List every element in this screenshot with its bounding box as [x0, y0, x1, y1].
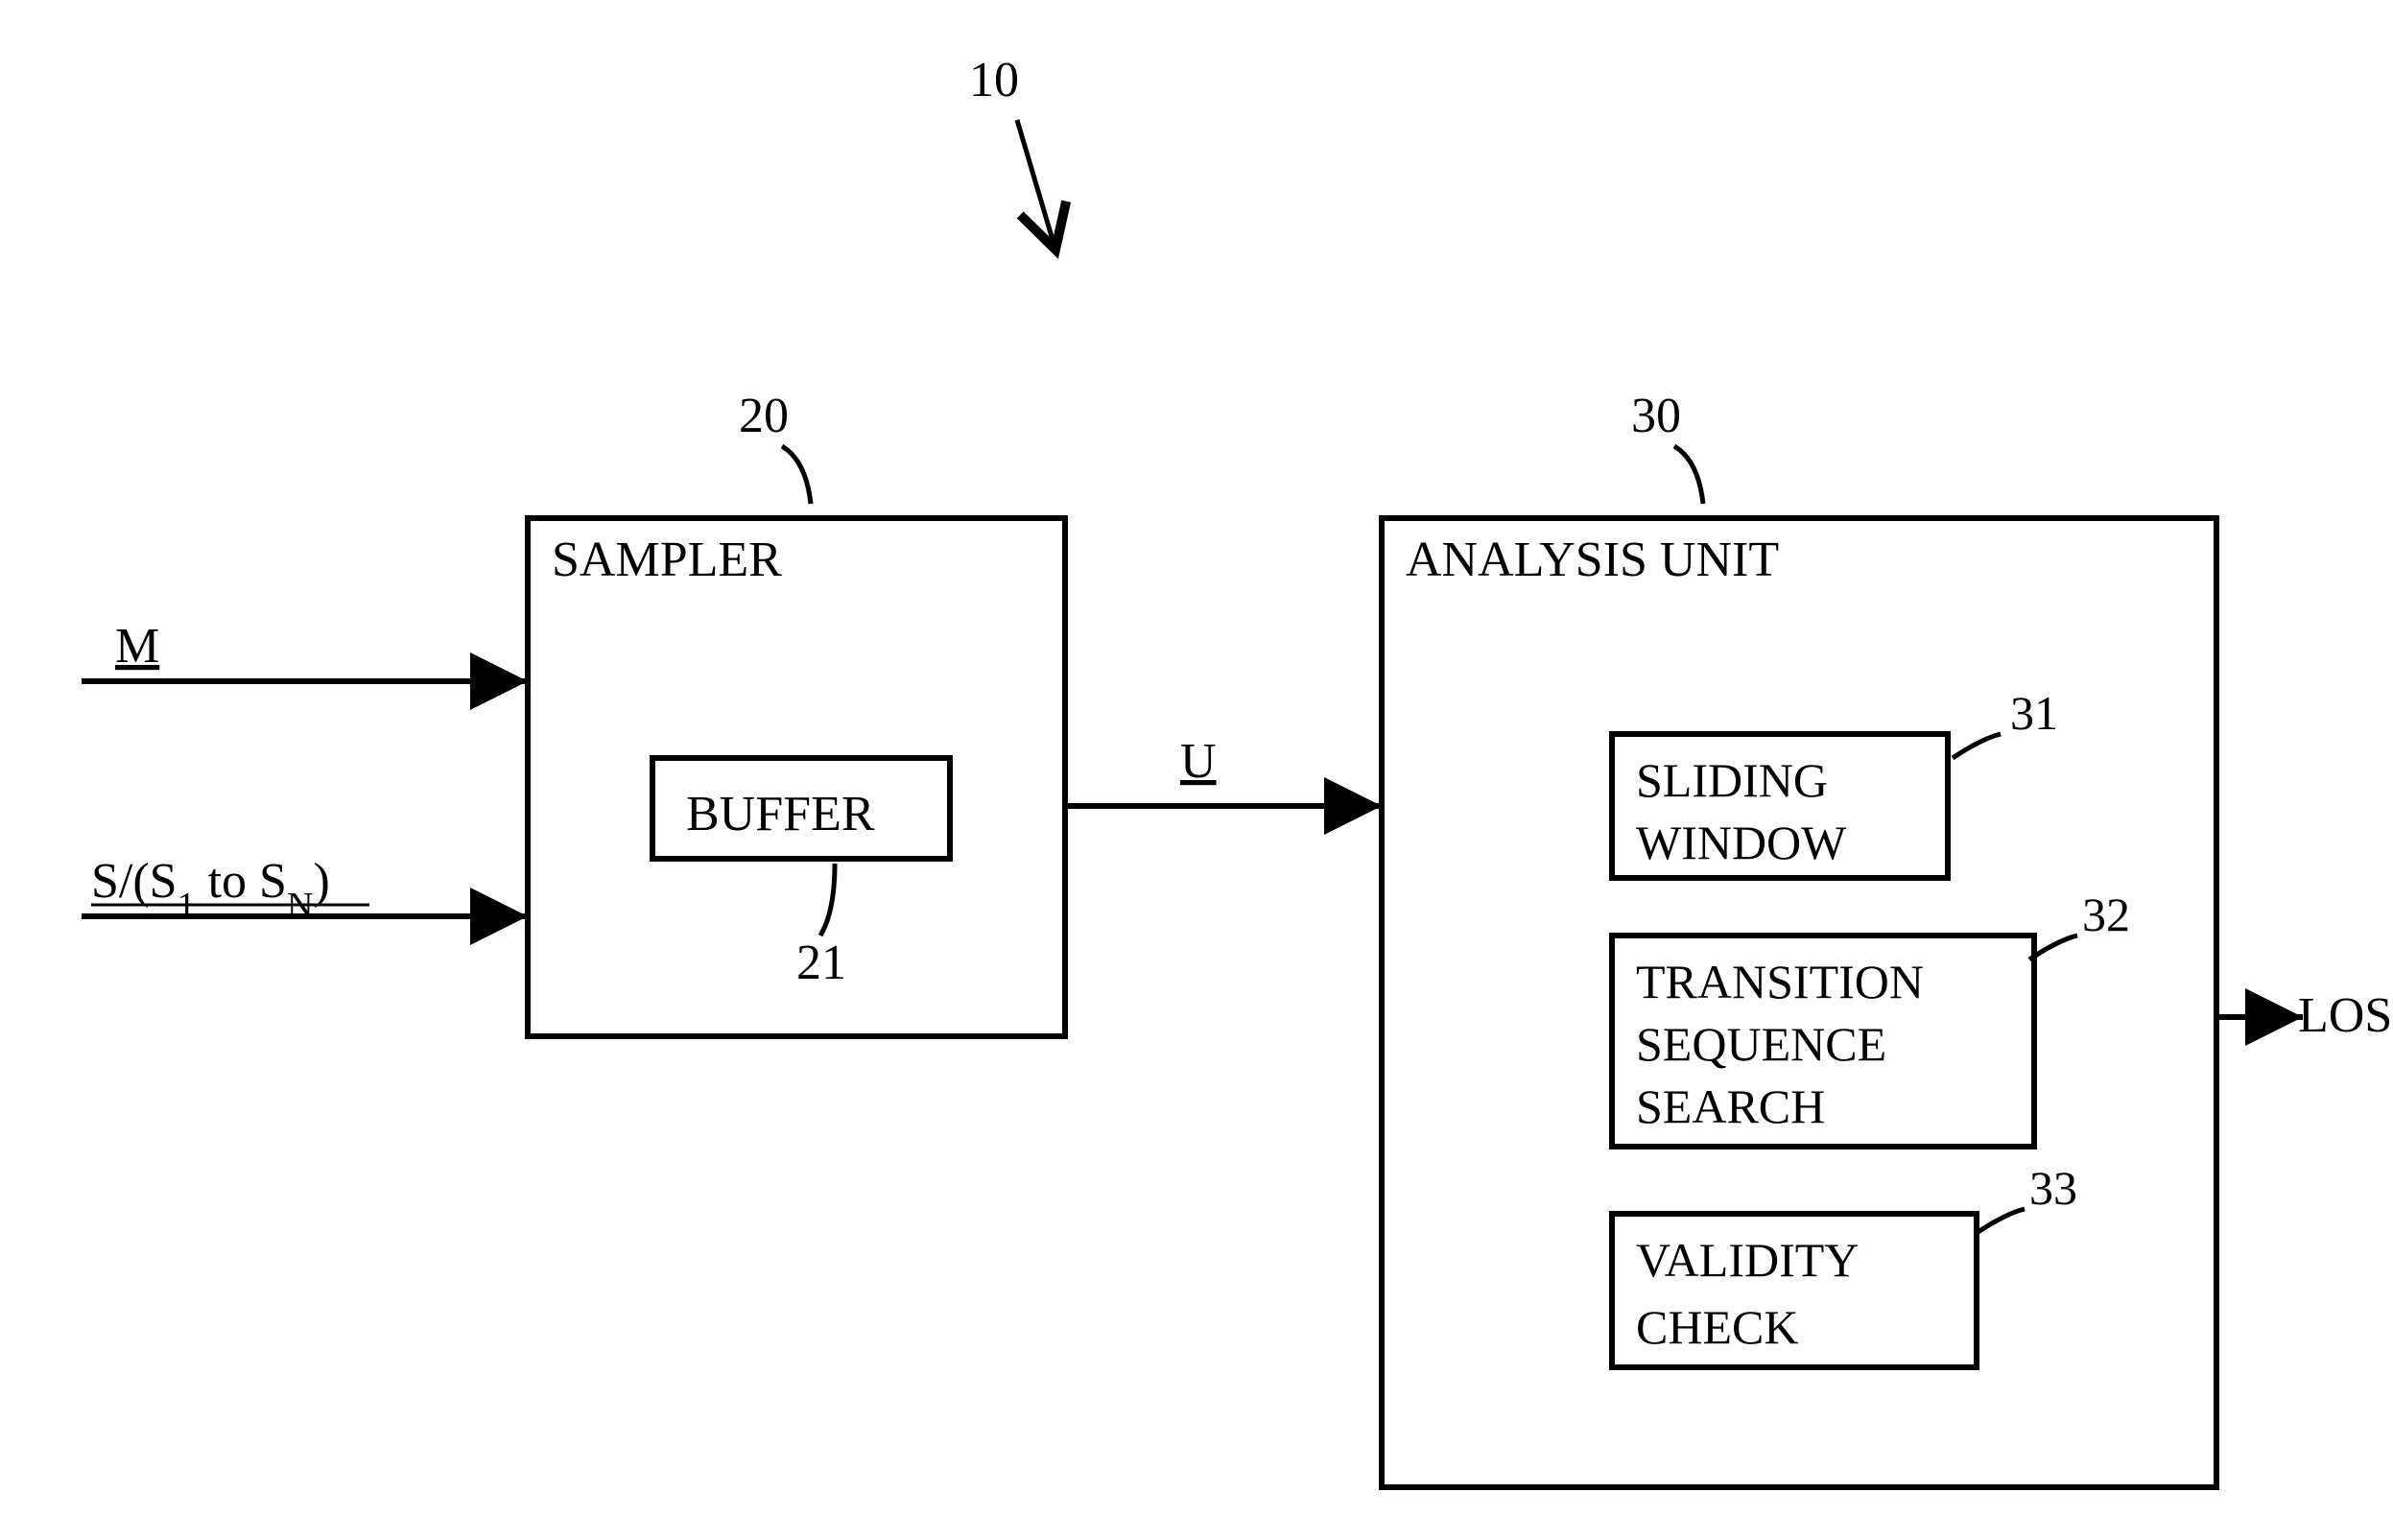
transition-line2: SEQUENCE	[1636, 1017, 1886, 1071]
sampler-title: SAMPLER	[552, 533, 782, 587]
ref-label-21: 21	[796, 936, 846, 990]
signal-m-label: M	[115, 619, 159, 674]
ref-leader-20	[782, 446, 811, 504]
signal-u-label: U	[1180, 734, 1217, 789]
ref-label-30: 30	[1631, 389, 1681, 443]
ref-leader-21	[820, 864, 835, 936]
sliding-window-line1: SLIDING	[1636, 753, 1828, 807]
ref-label-33: 33	[2029, 1161, 2077, 1215]
ref-leader-33	[1977, 1209, 2025, 1233]
transition-line1: TRANSITION	[1636, 955, 1924, 1008]
ref-leader-10	[1017, 120, 1055, 249]
block-diagram: 10 SAMPLER 20 BUFFER 21 ANALYSIS UNIT 30…	[0, 0, 2393, 1540]
validity-line2: CHECK	[1636, 1300, 1798, 1354]
ref-leader-31	[1953, 734, 2001, 758]
validity-line1: VALIDITY	[1636, 1233, 1859, 1287]
signal-s-post: )	[313, 854, 329, 909]
ref-label-32: 32	[2082, 888, 2130, 941]
ref-label-10: 10	[969, 53, 1019, 107]
ref-label-31: 31	[2010, 686, 2058, 740]
ref-leader-30	[1674, 446, 1703, 504]
signal-los-label: LOS	[2298, 988, 2392, 1043]
analysis-title: ANALYSIS UNIT	[1406, 533, 1779, 587]
buffer-label: BUFFER	[686, 787, 875, 841]
ref-label-20: 20	[739, 389, 789, 443]
signal-s-pre: S/(S	[91, 854, 178, 909]
transition-line3: SEARCH	[1636, 1079, 1825, 1133]
sliding-window-line2: WINDOW	[1636, 816, 1847, 869]
signal-s-mid: to S	[196, 854, 287, 909]
